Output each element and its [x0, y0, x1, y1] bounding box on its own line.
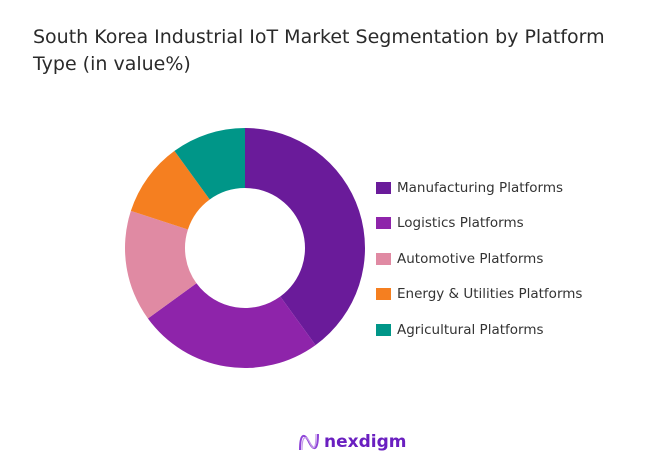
- legend-item: Automotive Platforms: [376, 241, 582, 277]
- legend-swatch: [376, 323, 391, 336]
- legend-swatch: [376, 217, 391, 230]
- legend-swatch: [376, 288, 391, 301]
- legend-item: Agricultural Platforms: [376, 312, 582, 348]
- legend-label: Automotive Platforms: [397, 250, 544, 267]
- donut-slice-manufacturing-platforms: [245, 128, 366, 346]
- legend-swatch: [376, 252, 391, 265]
- donut-slice-logistics-platforms: [147, 283, 316, 369]
- legend-item: Manufacturing Platforms: [376, 170, 582, 206]
- nexdigm-logo-icon: [299, 433, 319, 451]
- legend-label: Logistics Platforms: [397, 215, 524, 232]
- donut-slice-agricultural-platforms: [174, 128, 245, 200]
- legend-item: Energy & Utilities Platforms: [376, 277, 582, 313]
- legend-item: Logistics Platforms: [376, 206, 582, 242]
- chart-title: South Korea Industrial IoT Market Segmen…: [33, 26, 605, 75]
- donut-slice-automotive-platforms: [124, 210, 197, 319]
- legend-label: Manufacturing Platforms: [397, 179, 564, 196]
- legend: Manufacturing Platforms Logistics Platfor…: [376, 170, 582, 348]
- legend-swatch: [376, 181, 391, 194]
- nexdigm-logo: nexdigm: [298, 432, 406, 452]
- donut-slice-energy-utilities-platforms: [130, 150, 210, 230]
- brand-name: nexdigm: [324, 432, 407, 452]
- legend-label: Energy & Utilities Platforms: [397, 286, 583, 303]
- legend-label: Agricultural Platforms: [397, 321, 544, 338]
